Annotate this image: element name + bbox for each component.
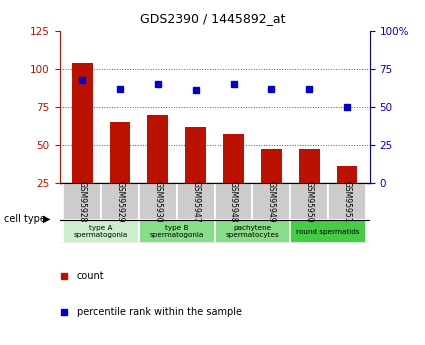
Text: ▶: ▶ bbox=[42, 214, 50, 224]
Text: count: count bbox=[76, 271, 104, 281]
Text: GSM95948: GSM95948 bbox=[229, 181, 238, 222]
Bar bbox=[328, 183, 366, 220]
Bar bbox=[139, 183, 177, 220]
Bar bbox=[177, 183, 215, 220]
Bar bbox=[290, 220, 366, 243]
Text: GSM95950: GSM95950 bbox=[305, 181, 314, 223]
Text: GSM95929: GSM95929 bbox=[116, 181, 125, 222]
Text: type B
spermatogonia: type B spermatogonia bbox=[150, 225, 204, 238]
Bar bbox=[63, 183, 101, 220]
Bar bbox=[290, 183, 328, 220]
Bar bbox=[252, 183, 290, 220]
Bar bbox=[139, 220, 215, 243]
Bar bbox=[101, 183, 139, 220]
Bar bbox=[261, 149, 282, 183]
Bar bbox=[63, 220, 139, 243]
Text: GSM95930: GSM95930 bbox=[153, 181, 162, 223]
Bar bbox=[147, 115, 168, 183]
Text: percentile rank within the sample: percentile rank within the sample bbox=[76, 307, 241, 317]
Text: round spermatids: round spermatids bbox=[296, 229, 360, 235]
Text: GSM95928: GSM95928 bbox=[78, 181, 87, 222]
Bar bbox=[299, 149, 320, 183]
Bar bbox=[110, 122, 130, 183]
Text: GSM95949: GSM95949 bbox=[267, 181, 276, 223]
Bar bbox=[185, 127, 206, 183]
Text: pachytene
spermatocytes: pachytene spermatocytes bbox=[226, 225, 279, 238]
Bar bbox=[215, 183, 252, 220]
Text: GSM95947: GSM95947 bbox=[191, 181, 200, 223]
Text: cell type: cell type bbox=[4, 214, 46, 224]
Bar bbox=[223, 134, 244, 183]
Text: GDS2390 / 1445892_at: GDS2390 / 1445892_at bbox=[140, 12, 285, 25]
Bar bbox=[215, 220, 290, 243]
Bar bbox=[337, 166, 357, 183]
Text: type A
spermatogonia: type A spermatogonia bbox=[74, 225, 128, 238]
Text: GSM95951: GSM95951 bbox=[343, 181, 351, 222]
Bar bbox=[72, 63, 93, 183]
